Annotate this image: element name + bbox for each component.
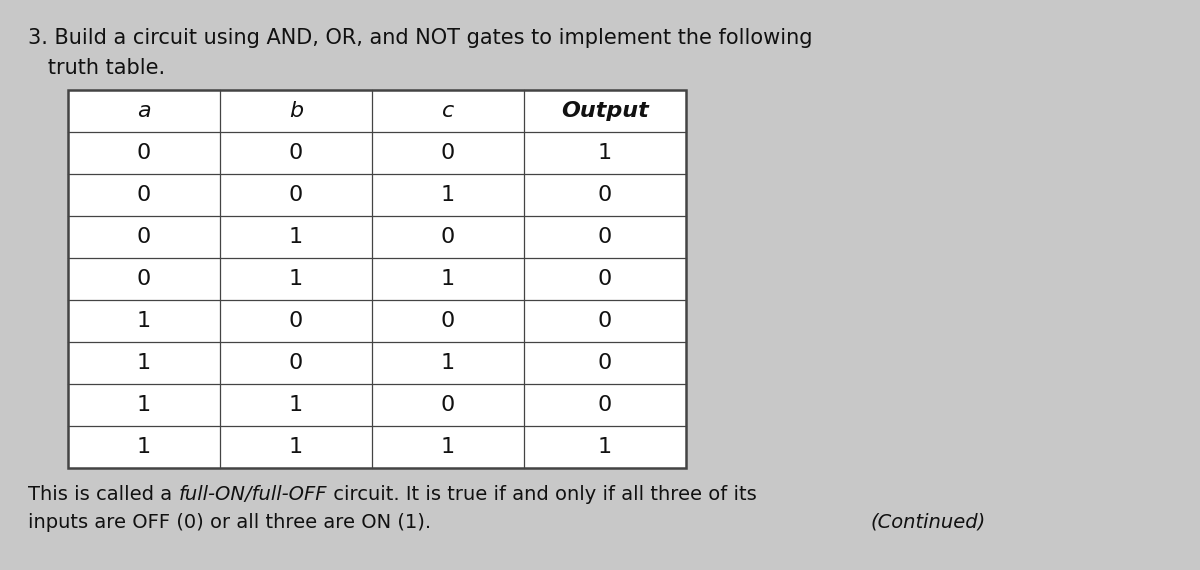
Text: 0: 0 (289, 143, 304, 163)
Text: 0: 0 (289, 185, 304, 205)
Text: 1: 1 (598, 437, 612, 457)
Text: 1: 1 (440, 437, 455, 457)
Text: 1: 1 (137, 437, 151, 457)
Text: 1: 1 (137, 353, 151, 373)
Text: 1: 1 (289, 395, 304, 415)
Bar (68, 90, 686, 468)
Text: 0: 0 (289, 311, 304, 331)
Text: 1: 1 (137, 395, 151, 415)
Text: full-ON/full-OFF: full-ON/full-OFF (179, 485, 326, 504)
Text: This is called a: This is called a (28, 485, 179, 504)
Text: 1: 1 (289, 437, 304, 457)
Text: a: a (137, 101, 151, 121)
Text: 1: 1 (440, 269, 455, 289)
Text: 0: 0 (598, 353, 612, 373)
Text: circuit. It is true if and only if all three of its: circuit. It is true if and only if all t… (326, 485, 757, 504)
Text: inputs are OFF (0) or all three are ON (1).: inputs are OFF (0) or all three are ON (… (28, 513, 431, 532)
Text: 0: 0 (598, 395, 612, 415)
Text: 0: 0 (598, 227, 612, 247)
Text: 3. Build a circuit using AND, OR, and NOT gates to implement the following: 3. Build a circuit using AND, OR, and NO… (28, 28, 812, 48)
Text: 0: 0 (137, 269, 151, 289)
Text: 1: 1 (289, 227, 304, 247)
Text: truth table.: truth table. (28, 58, 166, 78)
Text: 0: 0 (598, 311, 612, 331)
Text: 0: 0 (440, 227, 455, 247)
Text: 0: 0 (598, 269, 612, 289)
Text: 0: 0 (137, 143, 151, 163)
Text: 1: 1 (440, 353, 455, 373)
Text: 0: 0 (137, 227, 151, 247)
Text: Output: Output (562, 101, 649, 121)
Text: 0: 0 (440, 311, 455, 331)
Bar (68, 90, 686, 468)
Text: 0: 0 (137, 185, 151, 205)
Text: (Continued): (Continued) (870, 513, 985, 532)
Text: 1: 1 (137, 311, 151, 331)
Text: 1: 1 (440, 185, 455, 205)
Text: b: b (289, 101, 304, 121)
Text: 1: 1 (598, 143, 612, 163)
Text: c: c (442, 101, 454, 121)
Text: 1: 1 (289, 269, 304, 289)
Text: 0: 0 (598, 185, 612, 205)
Text: 0: 0 (440, 143, 455, 163)
Text: 0: 0 (289, 353, 304, 373)
Text: 0: 0 (440, 395, 455, 415)
